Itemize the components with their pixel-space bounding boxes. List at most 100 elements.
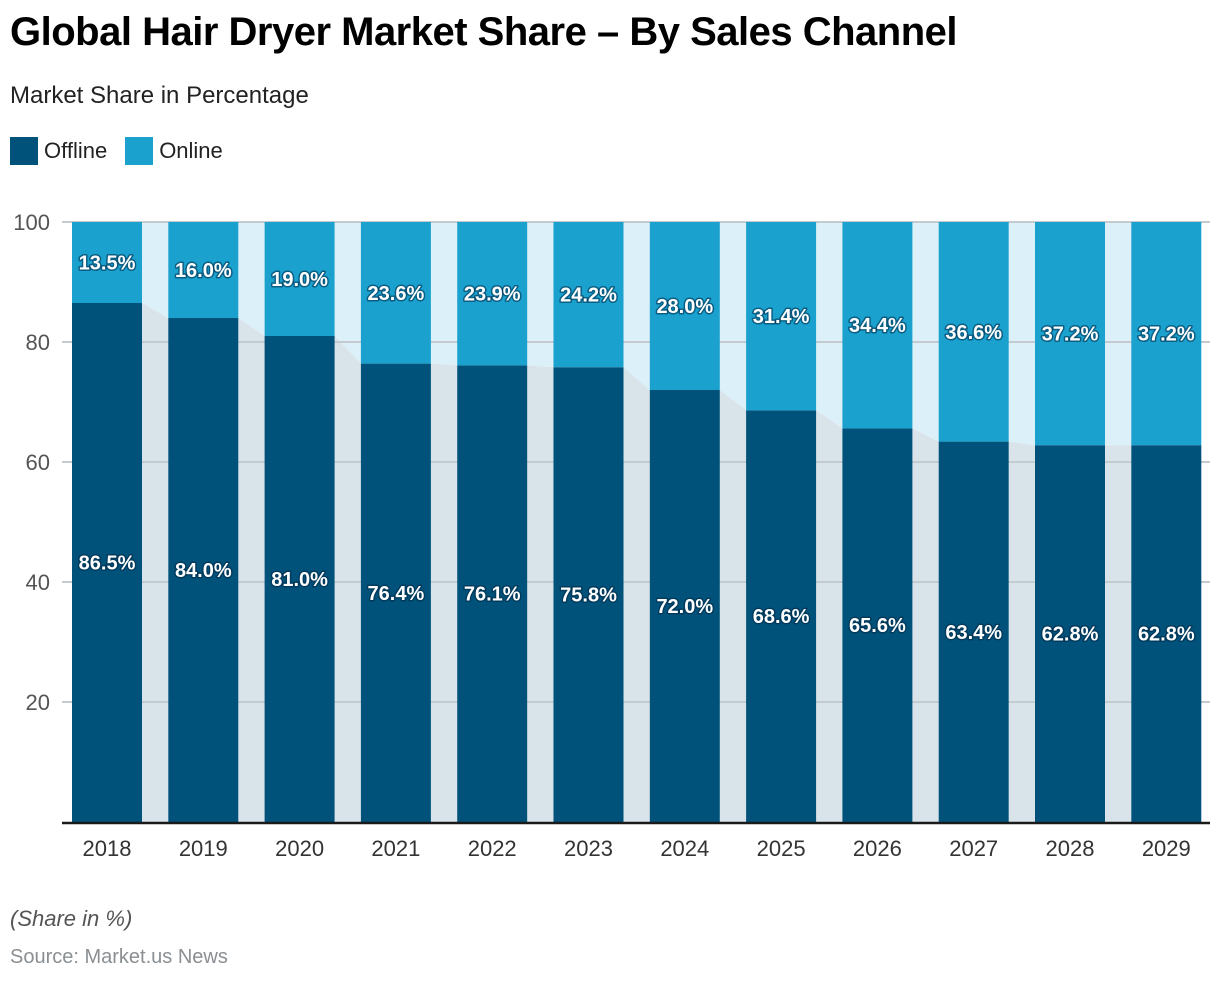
connector-offline [912,428,939,822]
bar-online-2027[interactable] [938,222,1009,442]
data-label-online-2024: 28.0% [656,296,713,318]
x-tick-label: 2023 [564,836,613,861]
data-label-online-2025: 31.4% [753,306,810,328]
connector-offline [142,303,169,822]
data-label-offline-2027: 63.4% [945,622,1002,644]
y-tick-label: 40 [26,570,50,595]
bar-offline-2028[interactable] [1035,445,1105,822]
data-label-online-2018: 13.5% [79,253,136,275]
y-tick-label: 100 [13,210,50,235]
connector-online [142,222,169,318]
chart-subtitle: Market Share in Percentage [10,82,309,109]
connector-offline [1105,445,1132,822]
bar-offline-2029[interactable] [1131,445,1202,822]
connector-online [912,222,939,442]
bar-offline-2022[interactable] [457,365,528,822]
connector-online [623,222,650,390]
data-label-offline-2020: 81.0% [271,569,328,591]
bar-offline-2023[interactable] [553,367,624,822]
x-tick-label: 2019 [179,836,228,861]
y-tick-label: 80 [26,330,50,355]
data-label-layer: 13.5% 86.5% 16.0% 84.0% 19.0% 81.0% 23.6% 76.4%… [77,251,1196,647]
connector-offline [334,336,361,822]
data-label-online-2026: 34.4% [849,315,906,337]
data-label-online-2027: 36.6% [945,322,1002,344]
legend-swatch-offline [10,137,38,165]
x-tick-label: 2028 [1046,836,1095,861]
data-label-offline-2028: 62.8% [1042,624,1099,646]
bar-offline-2020[interactable] [264,336,335,822]
x-tick-label: 2022 [468,836,517,861]
bar-online-2029[interactable] [1131,222,1202,446]
connector-online [719,222,747,411]
x-tick-label: 2018 [83,836,132,861]
legend: Offline Online [10,137,241,165]
data-label-offline-2021: 76.4% [368,583,425,605]
data-label-online-2028: 37.2% [1042,324,1099,346]
bar-online-2019[interactable] [168,222,239,318]
x-tick-label: 2024 [660,836,709,861]
x-tick-label: 2021 [371,836,420,861]
data-label-offline-2025: 68.6% [753,606,810,628]
bar-online-2021[interactable] [360,222,431,364]
connector-online [430,222,458,366]
bar-offline-2021[interactable] [360,363,431,822]
bar-online-2025[interactable] [746,222,817,411]
data-label-online-2022: 23.9% [464,284,521,306]
bar-online-2024[interactable] [649,222,720,390]
y-axis: 20 40 60 80 100 [13,210,50,715]
connector-online [1105,222,1132,446]
bar-online-2023[interactable] [553,222,624,368]
data-label-online-2020: 19.0% [271,269,328,291]
x-axis: 2018 2019 2020 2021 2022 2023 2024 2025 2026 2027… [62,821,1210,861]
data-label-offline-2029: 62.8% [1138,624,1195,646]
data-label-offline-2019: 84.0% [175,560,232,582]
bar-offline-2024[interactable] [649,390,720,822]
connector-offline [719,390,747,822]
connector-offline [1008,441,1035,822]
bar-offline-2027[interactable] [938,441,1009,822]
x-tick-label: 2029 [1142,836,1191,861]
data-label-online-2023: 24.2% [560,285,617,307]
x-tick-label: 2027 [949,836,998,861]
legend-item-offline[interactable]: Offline [10,137,107,165]
bar-online-2026[interactable] [842,222,913,429]
data-label-online-2029: 37.2% [1138,324,1195,346]
legend-label-offline: Offline [44,138,108,163]
connector-online [527,222,554,368]
chart-title: Global Hair Dryer Market Share – By Sale… [10,10,958,54]
connector-online [238,222,265,336]
bar-offline-2026[interactable] [842,428,913,822]
data-label-offline-2023: 75.8% [560,585,617,607]
gridline-layer [62,221,1210,703]
legend-label-online: Online [159,138,223,163]
connector-online [1008,222,1035,446]
bar-offline-2019[interactable] [168,318,239,822]
y-tick-label: 20 [26,690,50,715]
bar-offline-2025[interactable] [746,410,817,822]
x-tick-label: 2026 [853,836,902,861]
bar-online-2028[interactable] [1035,222,1105,446]
data-label-offline-2024: 72.0% [656,596,713,618]
x-tick-label: 2020 [275,836,324,861]
legend-item-online[interactable]: Online [125,137,223,165]
bar-offline-2018[interactable] [72,303,142,822]
connector-online [816,222,843,429]
connector-online [334,222,361,364]
source-note: Source: Market.us News [10,946,228,968]
bar-layer [72,222,1202,822]
connector-offline [623,367,650,822]
data-label-online-2019: 16.0% [175,260,232,282]
y-tick-label: 60 [26,450,50,475]
connector-offline [238,318,265,822]
bar-online-2018[interactable] [72,222,142,303]
connector-offline [430,363,458,822]
bar-online-2022[interactable] [457,222,528,366]
bar-online-2020[interactable] [264,222,335,336]
connector-offline [527,365,554,822]
data-label-offline-2018: 86.5% [79,553,136,575]
data-label-offline-2026: 65.6% [849,615,906,637]
x-tick-label: 2025 [757,836,806,861]
data-label-offline-2022: 76.1% [464,584,521,606]
